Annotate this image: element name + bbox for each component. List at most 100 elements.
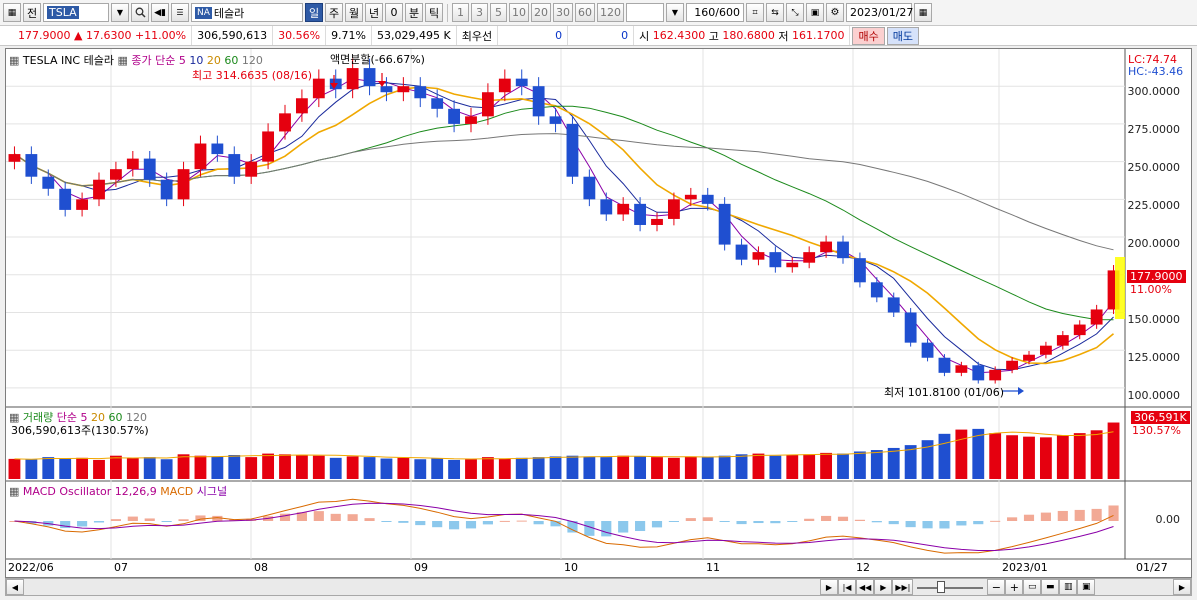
date-field[interactable]: 2023/01/27 — [846, 3, 913, 22]
candle-body — [228, 154, 241, 177]
period-tick-tab[interactable]: 틱 — [425, 3, 443, 22]
interval-60-button[interactable]: 60 — [575, 3, 595, 22]
count-field[interactable]: 160/600 — [686, 3, 744, 22]
period-minute-tab[interactable]: 분 — [405, 3, 423, 22]
period-zero-tab[interactable]: 0 — [385, 3, 403, 22]
volume-bar — [126, 457, 139, 479]
volume-bar — [684, 456, 697, 479]
candle-body — [465, 116, 477, 124]
macd-osc-bar — [330, 513, 341, 521]
compare-icon[interactable]: ⇆ — [766, 3, 784, 22]
macd-osc-bar — [398, 521, 409, 523]
volume-bar — [481, 457, 494, 479]
grid-icon[interactable]: ▦ — [3, 3, 21, 22]
view-compact-button[interactable]: ▭ — [1023, 579, 1042, 595]
period-year-tab[interactable]: 년 — [365, 3, 383, 22]
search-icon[interactable] — [131, 3, 149, 22]
candle-body — [1090, 309, 1103, 325]
macd-osc-bar — [956, 521, 967, 526]
prev-button[interactable]: 전 — [23, 3, 41, 22]
volume-bar — [853, 451, 866, 479]
candle-body — [752, 252, 765, 260]
scroll-left-button[interactable]: ◀ — [6, 579, 24, 595]
volume-bar — [160, 459, 173, 479]
x-label-12: 12 — [856, 561, 870, 574]
macd-osc-bar — [127, 516, 138, 521]
zoom-icon[interactable]: ⤡ — [786, 3, 804, 22]
candle-body — [42, 176, 55, 189]
scroll-track[interactable] — [24, 580, 820, 594]
macd-osc-bar — [905, 521, 916, 528]
period-week-tab[interactable]: 주 — [325, 3, 343, 22]
chart-tool-icon[interactable]: ⌗ — [746, 3, 764, 22]
last-rate-label: 11.00% — [1130, 283, 1172, 296]
volume-bar — [8, 458, 21, 479]
gear-icon[interactable]: ⚙ — [826, 3, 844, 22]
zoom-slider[interactable] — [917, 580, 984, 594]
top-toolbar: ▦ 전 TSLA ▼ ◀▮ ☰ NA 테슬라 일 주 월 년 0 분 틱 1 3 … — [0, 0, 1197, 26]
macd-line — [14, 498, 1114, 554]
candle-body — [76, 199, 89, 210]
chart-area[interactable]: ▦ TESLA INC 테슬라 ▦ 종가 단순 5 10 20 60 120 최… — [5, 48, 1192, 578]
play-forward-button[interactable]: ▶▶| — [892, 579, 914, 595]
macd-osc-bar — [161, 521, 172, 522]
view-full-button[interactable]: ▣ — [1077, 579, 1096, 595]
macd-osc-bar — [482, 521, 493, 525]
candle-body — [617, 203, 630, 215]
sell-button[interactable]: 매도 — [886, 26, 919, 45]
zoom-in-button[interactable]: + — [1005, 579, 1024, 595]
candle-body — [701, 194, 714, 204]
split-annotation: 액면분할(-66.67%) — [330, 53, 425, 66]
macd-osc-bar — [922, 521, 933, 529]
interval-10-button[interactable]: 10 — [509, 3, 529, 22]
scroll-first-button[interactable]: |◀ — [838, 579, 856, 595]
price-panel-title: ▦ TESLA INC 테슬라 ▦ 종가 단순 5 10 20 60 120 — [9, 54, 263, 67]
stock-code-input[interactable]: TSLA — [43, 3, 109, 22]
volume-bar — [346, 456, 359, 479]
scroll-end-button[interactable]: ▶ — [1173, 579, 1191, 595]
interval-30-button[interactable]: 30 — [553, 3, 573, 22]
interval-dropdown-button[interactable]: ▼ — [666, 3, 684, 22]
chart-scrollbar[interactable]: ◀ ▶ |◀ ◀◀ ▶ ▶▶| − + ▭ ▬ ▥ ▣ ▶ — [5, 578, 1192, 596]
interval-5-button[interactable]: 5 — [490, 3, 507, 22]
candle-body — [853, 258, 866, 283]
volume-bar — [532, 457, 545, 479]
save-icon[interactable]: ▣ — [806, 3, 824, 22]
code-dropdown-button[interactable]: ▼ — [111, 3, 129, 22]
candle-body — [245, 161, 258, 177]
calendar-icon[interactable]: ▦ — [914, 3, 932, 22]
period-day-tab[interactable]: 일 — [305, 3, 323, 22]
interval-20-button[interactable]: 20 — [531, 3, 551, 22]
volume-bar — [245, 457, 258, 479]
candle-body — [1107, 270, 1120, 310]
interval-120-button[interactable]: 120 — [597, 3, 624, 22]
candle-body — [109, 169, 122, 180]
interval-1-button[interactable]: 1 — [452, 3, 469, 22]
low-arrow-icon — [1018, 387, 1024, 395]
interval-3-button[interactable]: 3 — [471, 3, 488, 22]
volume-bar — [93, 459, 105, 479]
zoom-out-button[interactable]: − — [987, 579, 1006, 595]
zoom-slider-thumb[interactable] — [937, 581, 946, 593]
candle-body — [955, 365, 968, 373]
volume-last-rate: 130.57% — [1132, 424, 1181, 437]
custom-interval-input[interactable] — [626, 3, 664, 22]
volume-bar — [262, 453, 275, 479]
view-wide-button[interactable]: ▬ — [1041, 579, 1060, 595]
volume-bar — [701, 457, 714, 479]
x-label-10: 10 — [564, 561, 578, 574]
y-tick-250: 250.0000 — [1127, 161, 1181, 174]
volume-bar — [1056, 435, 1069, 479]
buy-button[interactable]: 매수 — [852, 26, 885, 45]
play-back-button[interactable]: ◀◀ — [856, 579, 875, 595]
hc-label: HC:-43.46 — [1128, 65, 1184, 78]
chart-canvas[interactable] — [6, 49, 1191, 577]
macd-osc-bar — [787, 521, 798, 522]
speaker-icon[interactable]: ◀▮ — [151, 3, 169, 22]
y-tick-225: 225.0000 — [1127, 199, 1181, 212]
list-icon[interactable]: ☰ — [171, 3, 189, 22]
play-button[interactable]: ▶ — [874, 579, 893, 595]
period-month-tab[interactable]: 월 — [345, 3, 363, 22]
view-split-button[interactable]: ▥ — [1059, 579, 1078, 595]
scroll-right-button[interactable]: ▶ — [820, 579, 838, 595]
